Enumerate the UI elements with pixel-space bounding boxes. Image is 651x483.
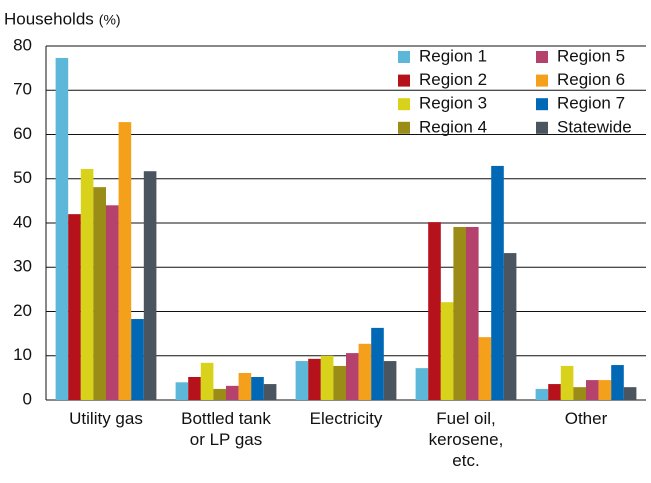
legend-swatch: [398, 51, 410, 63]
bar: [440, 302, 454, 400]
bar: [598, 380, 612, 400]
bar: [586, 380, 599, 400]
legend-swatch: [536, 74, 548, 87]
y-tick-label: 60: [13, 124, 32, 143]
bar: [383, 361, 397, 400]
legend-label: Region 1: [419, 46, 487, 65]
y-tick-label: 30: [13, 257, 32, 276]
bar: [238, 373, 252, 400]
bar: [251, 376, 264, 400]
bar: [478, 337, 492, 400]
bar: [415, 368, 429, 400]
bar: [68, 214, 81, 400]
legend-label: Region 5: [557, 46, 625, 65]
bar: [175, 382, 189, 400]
legend-swatch: [398, 98, 410, 111]
bar: [188, 376, 201, 400]
bar: [308, 358, 321, 400]
bar: [143, 171, 157, 400]
bar: [80, 169, 94, 400]
bar: [491, 165, 504, 400]
bar: [263, 384, 277, 400]
bar: [295, 361, 309, 400]
y-tick-label: 50: [13, 168, 32, 187]
bar: [346, 353, 359, 400]
bar: [611, 365, 624, 400]
x-tick-label: Electricity: [309, 409, 383, 428]
bar: [131, 319, 144, 400]
bar: [548, 384, 561, 400]
x-tick-label: Other: [564, 409, 608, 428]
y-tick-label: 40: [13, 212, 32, 231]
bar: [466, 226, 479, 400]
bar: [213, 388, 226, 400]
bar: [106, 205, 119, 400]
bar: [623, 387, 637, 400]
bar: [573, 387, 586, 400]
bar: [503, 253, 517, 400]
legend-label: Statewide: [557, 117, 632, 136]
legend-label: Region 6: [557, 70, 625, 89]
bar: [55, 57, 69, 400]
legend-swatch: [536, 98, 548, 111]
y-tick-label: 0: [23, 389, 32, 408]
bar: [320, 355, 334, 400]
y-axis-label: Households: [4, 9, 94, 28]
bar: [226, 385, 239, 400]
bar: [200, 362, 214, 400]
legend-swatch: [536, 121, 548, 134]
legend-label: Region 3: [419, 94, 487, 113]
y-axis-unit: (%): [99, 12, 121, 28]
legend-label: Region 7: [557, 94, 625, 113]
y-tick-label: 20: [13, 301, 32, 320]
legend-swatch: [398, 74, 410, 87]
y-tick-label: 10: [13, 345, 32, 364]
bar: [371, 327, 384, 400]
bar: [560, 365, 574, 400]
legend-swatch: [398, 121, 410, 134]
bar: [453, 226, 466, 400]
bar: [428, 222, 441, 400]
y-tick-label: 80: [13, 35, 32, 54]
legend-label: Region 4: [419, 117, 487, 136]
y-tick-label: 70: [13, 80, 32, 99]
legend-swatch: [536, 51, 548, 63]
x-tick-label: Fuel oil, kerosene, etc.: [428, 409, 504, 470]
x-tick-label: Utility gas: [69, 409, 143, 428]
bar: [333, 365, 346, 400]
bar: [535, 388, 549, 400]
bar: [93, 187, 106, 400]
x-tick-label: Bottled tank or LP gas: [181, 409, 271, 449]
legend-label: Region 2: [419, 70, 487, 89]
bar: [118, 122, 132, 401]
bar: [358, 343, 372, 400]
